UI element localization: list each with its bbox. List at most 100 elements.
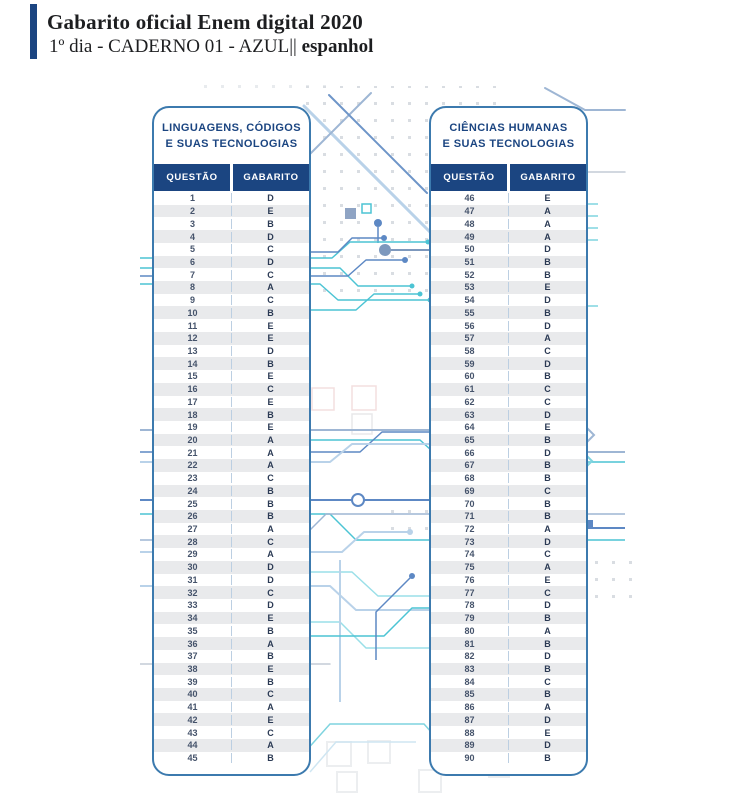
question-number-cell: 65 — [431, 435, 509, 446]
table-row: 63 D — [431, 408, 586, 421]
question-number-cell: 27 — [154, 524, 232, 535]
table-row: 20 A — [154, 433, 309, 447]
answer-letter-cell: B — [544, 752, 551, 763]
answer-letter-cell: E — [267, 613, 274, 624]
answer-letter-cell: A — [267, 282, 274, 293]
question-number-cell: 39 — [154, 676, 232, 687]
question-number-cell: 13 — [154, 345, 232, 356]
answer-letter-cell: A — [544, 625, 551, 636]
answer-letter-cell: D — [544, 358, 551, 369]
answer-letter-cell: C — [544, 384, 551, 395]
table-row: 55 B — [431, 306, 586, 320]
table-row: 88 E — [431, 726, 586, 739]
question-number-cell: 81 — [431, 638, 509, 649]
table-row: 38 E — [154, 662, 309, 676]
question-number-cell: 58 — [431, 345, 509, 356]
answer-letter-cell: D — [544, 409, 551, 420]
table-row: 27 A — [154, 523, 309, 536]
table-row: 90 B — [431, 752, 586, 765]
answer-letter-cell: B — [544, 307, 551, 318]
answer-letter-cell: B — [544, 256, 551, 267]
table-row: 41 A — [154, 701, 309, 714]
table-title-line1: CIÊNCIAS HUMANAS — [449, 122, 568, 134]
table-row: 71 B — [431, 509, 586, 523]
table-header-row: QUESTÃO GABARITO — [154, 164, 309, 191]
question-number-cell: 19 — [154, 422, 232, 433]
question-number-cell: 83 — [431, 663, 509, 674]
question-number-cell: 44 — [154, 740, 232, 751]
question-number-cell: 6 — [154, 256, 232, 267]
answer-letter-cell: E — [544, 574, 551, 585]
question-number-cell: 16 — [154, 384, 232, 395]
table-row: 25 B — [154, 497, 309, 510]
answer-letter-cell: E — [544, 727, 551, 738]
table-row: 17 E — [154, 396, 309, 409]
question-number-cell: 59 — [431, 358, 509, 369]
table-title: LINGUAGENS, CÓDIGOS E SUAS TECNOLOGIAS — [154, 108, 309, 164]
question-number-cell: 47 — [431, 206, 509, 217]
answer-table-card: LINGUAGENS, CÓDIGOS E SUAS TECNOLOGIAS Q… — [152, 106, 311, 776]
question-number-cell: 60 — [431, 371, 509, 382]
question-number-cell: 49 — [431, 231, 509, 242]
answer-letter-cell: D — [544, 295, 551, 306]
answer-letter-cell: C — [544, 396, 551, 407]
answer-letter-cell: D — [267, 193, 274, 204]
question-number-cell: 75 — [431, 562, 509, 573]
table-row: 65 B — [431, 433, 586, 447]
question-number-cell: 67 — [431, 460, 509, 471]
table-row: 10 B — [154, 306, 309, 320]
answer-letter-cell: E — [267, 663, 274, 674]
table-row: 43 C — [154, 726, 309, 739]
table-row: 70 B — [431, 497, 586, 510]
answer-letter-cell: B — [267, 676, 274, 687]
table-row: 60 B — [431, 370, 586, 383]
answer-column-header: GABARITO — [510, 164, 586, 191]
question-number-cell: 21 — [154, 447, 232, 458]
question-number-cell: 56 — [431, 320, 509, 331]
answer-letter-cell: B — [544, 638, 551, 649]
answer-letter-cell: E — [267, 333, 274, 344]
table-row: 59 D — [431, 357, 586, 371]
question-number-cell: 14 — [154, 358, 232, 369]
answer-letter-cell: D — [544, 651, 551, 662]
table-row: 49 A — [431, 230, 586, 243]
answer-letter-cell: A — [544, 524, 551, 535]
table-row: 89 D — [431, 738, 586, 752]
question-number-cell: 4 — [154, 231, 232, 242]
answer-letter-cell: C — [267, 295, 274, 306]
answer-letter-cell: B — [544, 473, 551, 484]
table-row: 21 A — [154, 446, 309, 459]
question-number-cell: 30 — [154, 562, 232, 573]
table-row: 44 A — [154, 738, 309, 752]
table-row: 42 E — [154, 713, 309, 727]
table-row: 84 C — [431, 675, 586, 688]
table-row: 45 B — [154, 752, 309, 765]
answer-letter-cell: A — [544, 231, 551, 242]
table-row: 53 E — [431, 281, 586, 294]
answer-letter-cell: C — [544, 549, 551, 560]
answer-letter-cell: A — [544, 702, 551, 713]
table-row: 37 B — [154, 650, 309, 663]
table-row: 48 A — [431, 217, 586, 230]
question-number-cell: 77 — [431, 587, 509, 598]
question-number-cell: 45 — [154, 752, 232, 763]
question-number-cell: 63 — [431, 409, 509, 420]
answer-letter-cell: A — [267, 702, 274, 713]
question-number-cell: 80 — [431, 625, 509, 636]
table-row: 40 C — [154, 688, 309, 701]
answer-letter-cell: B — [267, 651, 274, 662]
question-number-cell: 37 — [154, 651, 232, 662]
table-row: 23 C — [154, 472, 309, 485]
table-title: CIÊNCIAS HUMANAS E SUAS TECNOLOGIAS — [431, 108, 586, 164]
answer-letter-cell: D — [267, 256, 274, 267]
question-number-cell: 33 — [154, 600, 232, 611]
question-number-cell: 15 — [154, 371, 232, 382]
table-title-line2: E SUAS TECNOLOGIAS — [165, 138, 298, 150]
answer-letter-cell: D — [544, 244, 551, 255]
answer-letter-cell: E — [544, 193, 551, 204]
